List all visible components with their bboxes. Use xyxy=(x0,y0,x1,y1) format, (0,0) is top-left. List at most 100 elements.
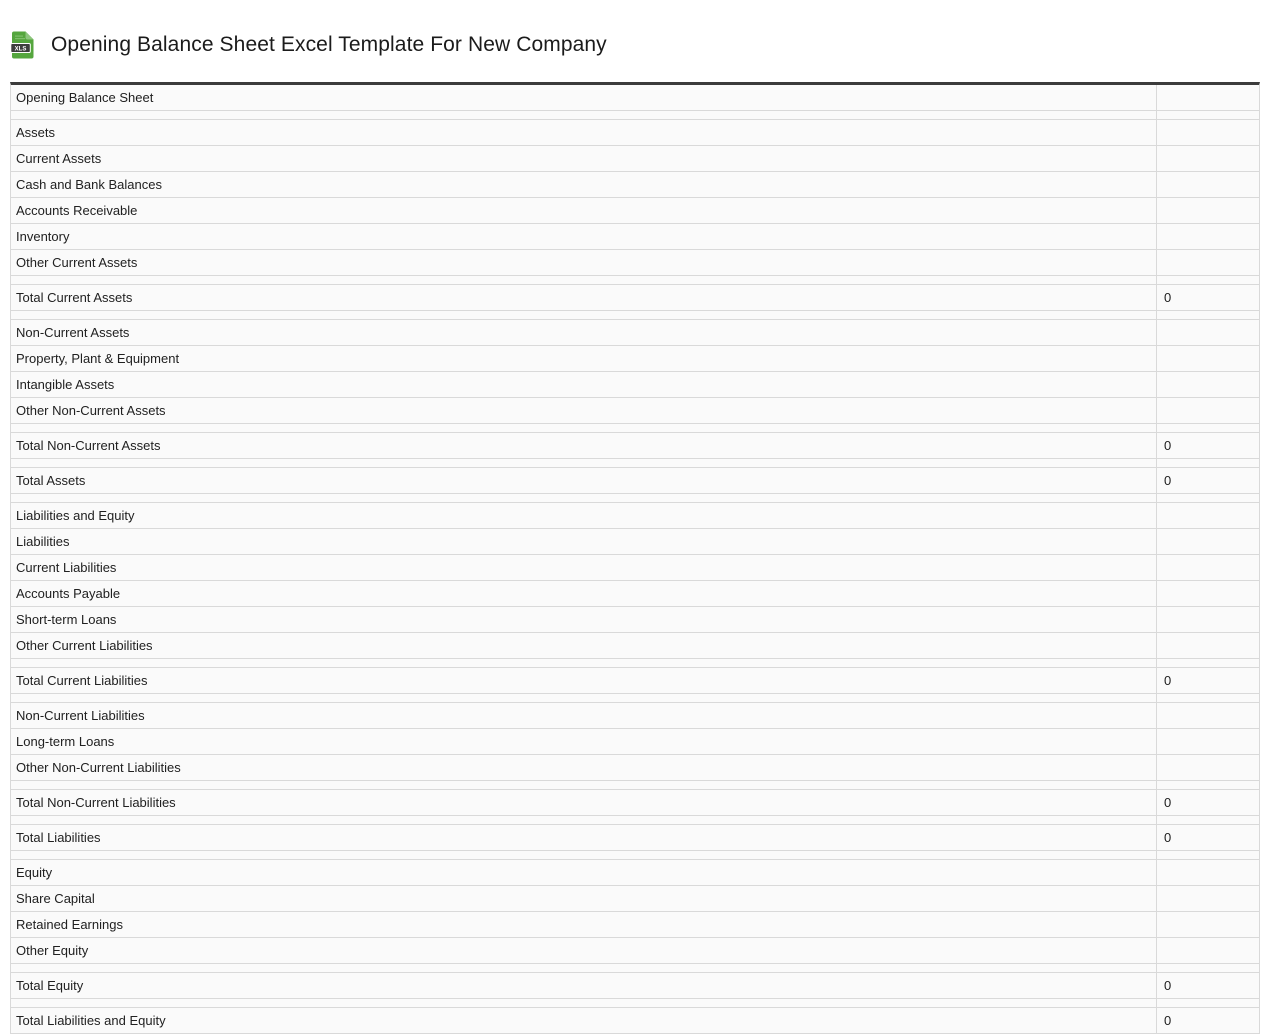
row-value: 0 xyxy=(1164,978,1172,993)
row-label xyxy=(11,999,1157,1007)
table-row: Other Non-Current Liabilities xyxy=(11,755,1259,781)
row-value xyxy=(1157,503,1259,528)
row-label: Current Assets xyxy=(11,146,1157,171)
xls-icon-label: XLS xyxy=(15,46,27,52)
row-value xyxy=(1157,120,1259,145)
table-row: Total Liabilities 0 xyxy=(11,825,1259,851)
table-row xyxy=(11,311,1259,320)
row-label: Total Liabilities and Equity xyxy=(11,1008,1157,1033)
table-row xyxy=(11,999,1259,1008)
row-value: 0 xyxy=(1164,795,1172,810)
table-row: Other Current Liabilities xyxy=(11,633,1259,659)
table-row: Total Non-Current Liabilities 0 xyxy=(11,790,1259,816)
row-value: 0 xyxy=(1164,830,1172,845)
table-row xyxy=(11,276,1259,285)
table-row xyxy=(11,111,1259,120)
row-value: 0 xyxy=(1164,290,1172,305)
row-value xyxy=(1157,311,1259,319)
row-label xyxy=(11,459,1157,467)
row-value xyxy=(1157,372,1259,397)
row-value xyxy=(1157,755,1259,780)
row-label xyxy=(11,659,1157,667)
table-row: Opening Balance Sheet xyxy=(11,85,1259,111)
table-row: Total Equity 0 xyxy=(11,973,1259,999)
row-value xyxy=(1157,555,1259,580)
table-row: Other Equity xyxy=(11,938,1259,964)
table-row: Total Liabilities and Equity 0 xyxy=(11,1008,1259,1034)
row-value xyxy=(1157,703,1259,728)
table-row: Total Assets 0 xyxy=(11,468,1259,494)
table-row: Total Non-Current Assets 0 xyxy=(11,433,1259,459)
row-label: Non-Current Liabilities xyxy=(11,703,1157,728)
row-value xyxy=(1157,494,1259,502)
row-label xyxy=(11,964,1157,972)
row-label xyxy=(11,781,1157,789)
row-label: Assets xyxy=(11,120,1157,145)
row-label: Total Liabilities xyxy=(11,825,1157,850)
row-label: Equity xyxy=(11,860,1157,885)
table-row xyxy=(11,781,1259,790)
table-row: Equity xyxy=(11,860,1259,886)
row-label: Total Current Assets xyxy=(11,285,1157,310)
row-value xyxy=(1157,172,1259,197)
row-value xyxy=(1157,816,1259,824)
row-label: Share Capital xyxy=(11,886,1157,911)
row-value xyxy=(1157,276,1259,284)
row-label: Total Non-Current Assets xyxy=(11,433,1157,458)
table-row: Other Non-Current Assets xyxy=(11,398,1259,424)
row-value xyxy=(1157,633,1259,658)
row-value xyxy=(1157,459,1259,467)
row-value xyxy=(1157,999,1259,1007)
table-row: Long-term Loans xyxy=(11,729,1259,755)
row-label xyxy=(11,494,1157,502)
row-value: 0 xyxy=(1164,673,1172,688)
row-label: Non-Current Assets xyxy=(11,320,1157,345)
row-value xyxy=(1157,886,1259,911)
page-title: Opening Balance Sheet Excel Template For… xyxy=(51,33,607,56)
row-label: Property, Plant & Equipment xyxy=(11,346,1157,371)
table-row: Short-term Loans xyxy=(11,607,1259,633)
table-row: Total Current Liabilities 0 xyxy=(11,668,1259,694)
row-value: 0 xyxy=(1164,1013,1172,1028)
row-value xyxy=(1157,781,1259,789)
row-value xyxy=(1157,320,1259,345)
row-label: Current Liabilities xyxy=(11,555,1157,580)
row-label: Liabilities and Equity xyxy=(11,503,1157,528)
row-value xyxy=(1157,398,1259,423)
row-label: Other Equity xyxy=(11,938,1157,963)
row-label: Accounts Payable xyxy=(11,581,1157,606)
row-value: 0 xyxy=(1164,473,1172,488)
table-row xyxy=(11,659,1259,668)
row-value xyxy=(1157,85,1259,110)
row-value xyxy=(1157,581,1259,606)
row-label: Other Non-Current Liabilities xyxy=(11,755,1157,780)
row-label: Retained Earnings xyxy=(11,912,1157,937)
row-value xyxy=(1157,250,1259,275)
row-value xyxy=(1157,694,1259,702)
row-label xyxy=(11,816,1157,824)
row-value xyxy=(1157,729,1259,754)
table-row: Retained Earnings xyxy=(11,912,1259,938)
row-label xyxy=(11,111,1157,119)
row-label: Cash and Bank Balances xyxy=(11,172,1157,197)
table-row: Accounts Receivable xyxy=(11,198,1259,224)
row-value xyxy=(1157,964,1259,972)
table-row: Cash and Bank Balances xyxy=(11,172,1259,198)
row-label: Other Non-Current Assets xyxy=(11,398,1157,423)
table-row: Property, Plant & Equipment xyxy=(11,346,1259,372)
table-row: Inventory xyxy=(11,224,1259,250)
row-value xyxy=(1157,224,1259,249)
row-label: Total Equity xyxy=(11,973,1157,998)
table-row: Liabilities xyxy=(11,529,1259,555)
row-value xyxy=(1157,607,1259,632)
row-value xyxy=(1157,529,1259,554)
row-label: Total Non-Current Liabilities xyxy=(11,790,1157,815)
table-row: Current Assets xyxy=(11,146,1259,172)
row-label xyxy=(11,851,1157,859)
row-label: Accounts Receivable xyxy=(11,198,1157,223)
row-value xyxy=(1157,111,1259,119)
row-label: Intangible Assets xyxy=(11,372,1157,397)
row-value xyxy=(1157,860,1259,885)
row-label: Inventory xyxy=(11,224,1157,249)
row-label: Short-term Loans xyxy=(11,607,1157,632)
